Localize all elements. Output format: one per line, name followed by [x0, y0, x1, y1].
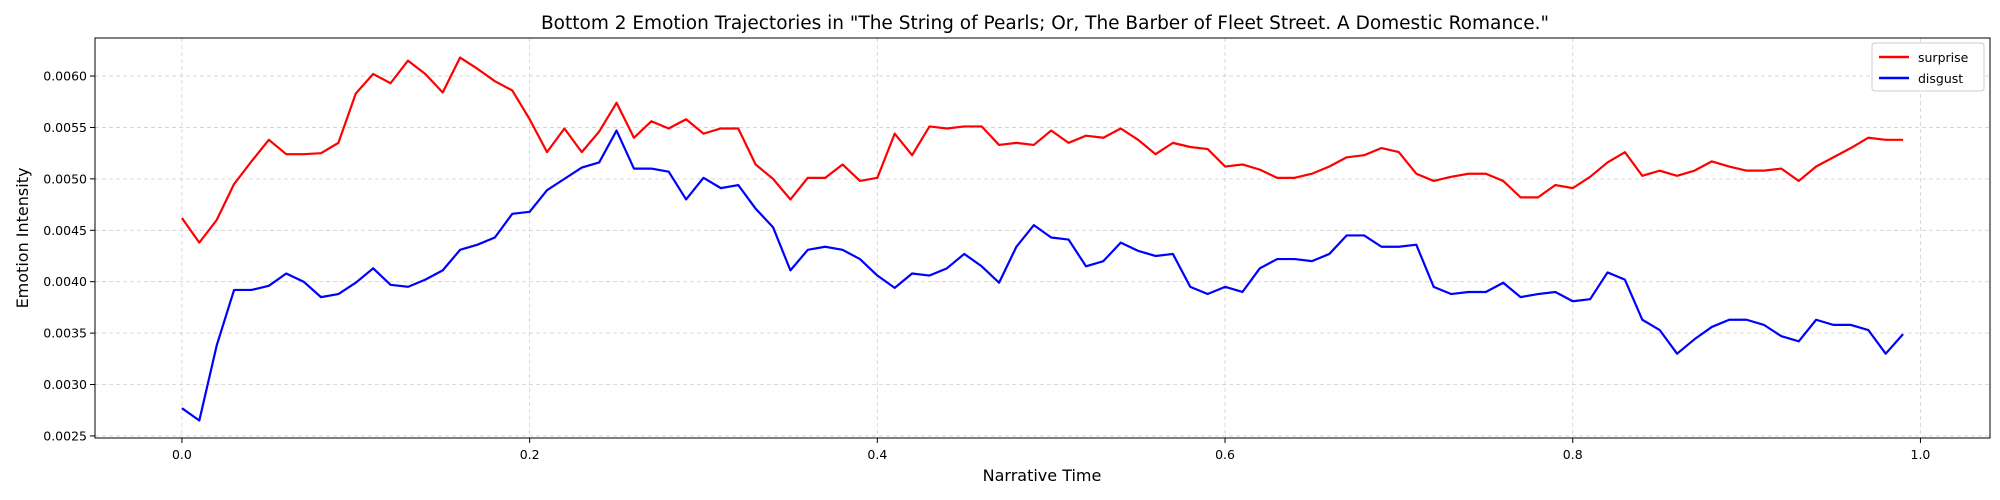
y-tick-label: 0.0050: [43, 171, 87, 186]
grid: [95, 38, 1990, 438]
y-tick-label: 0.0040: [43, 274, 87, 289]
x-tick-label: 0.0: [172, 447, 192, 462]
series-line-surprise: [181, 56, 1904, 244]
series-line-disgust: [181, 129, 1904, 422]
legend-label-surprise: surprise: [1918, 50, 1969, 65]
y-axis-ticks: 0.0025 0.0030 0.0035 0.0040 0.0045 0.0050 0.00…: [43, 69, 95, 443]
x-axis-ticks: 0.0 0.2 0.4 0.6 0.8 1.0: [172, 438, 1930, 462]
legend-label-disgust: disgust: [1918, 71, 1963, 86]
x-tick-label: 0.2: [520, 447, 540, 462]
y-tick-label: 0.0030: [43, 377, 87, 392]
y-tick-label: 0.0045: [43, 223, 87, 238]
legend: surprise disgust: [1871, 42, 1985, 92]
series-lines: [181, 56, 1904, 422]
x-tick-label: 0.4: [867, 447, 887, 462]
y-axis-label: Emotion Intensity: [13, 168, 32, 309]
plot-area-frame: [94, 37, 1991, 439]
chart-title: Bottom 2 Emotion Trajectories in "The St…: [541, 13, 1549, 34]
x-tick-label: 0.8: [1563, 447, 1583, 462]
x-tick-label: 0.6: [1215, 447, 1235, 462]
y-tick-label: 0.0060: [43, 69, 87, 84]
y-tick-label: 0.0035: [43, 326, 87, 341]
x-tick-label: 1.0: [1911, 447, 1931, 462]
y-tick-label: 0.0025: [43, 428, 87, 443]
x-axis-label: Narrative Time: [983, 466, 1102, 485]
y-tick-label: 0.0055: [43, 120, 87, 135]
